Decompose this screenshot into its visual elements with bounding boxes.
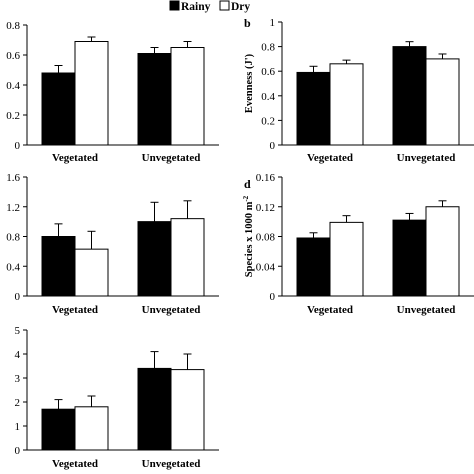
chart0-bar-dry-0 [74,41,109,146]
chart4-bar-rainy-0 [41,408,76,451]
chart2-bar-dry-1 [170,218,205,297]
chart1-category-label-0: Vegetated [307,152,353,164]
chart0-bar-rainy-0 [41,72,76,146]
panel-d: 0 0.04 0.08 0.12 0.16 Vegetated Unvegetated d Sp… [242,172,474,316]
chart3-ylabel: Species x 1000 m-2 [242,195,255,277]
chart3-ylabel-superscript: -2 [242,195,250,201]
chart4-ytick-label-3: 3 [15,373,21,385]
chart1-bar-rainy-1 [392,46,427,146]
chart3-panel-letter: d [244,177,251,191]
chart0-ytick-label-3: 0.6 [6,50,20,62]
chart2-ytick-label-1: 0.4 [6,261,20,273]
chart3-bar-rainy-0 [296,237,331,297]
chart4-bar-rainy-1 [137,367,172,451]
chart3-ytick-label-1: 0.04 [256,261,276,273]
panel-bottom-left: 0 1 2 3 4 5 Vegetated Unvegetated [15,325,219,470]
chart2-ytick-label-2: 0.8 [6,232,20,244]
chart4-ytick-label-1: 1 [15,421,21,433]
chart4-bar-dry-1 [170,369,205,451]
legend: Rainy Dry [169,0,250,13]
chart3-bar-dry-1 [425,206,460,297]
chart4-bar-dry-0 [74,406,109,451]
chart2-ytick-label-3: 1.2 [6,202,20,214]
chart0-ytick-label-1: 0.2 [6,110,20,122]
chart3-bar-rainy-1 [392,219,427,297]
chart4-ytick-label-2: 2 [15,397,21,409]
chart1-ylabel: Evenness (J') [244,53,255,113]
chart4-category-label-0: Vegetated [52,458,98,470]
chart1-ytick-label-2: 0.4 [261,91,275,103]
chart1-bar-rainy-0 [296,71,331,146]
legend-swatch-rainy [169,0,180,11]
chart0-ytick-label-2: 0.4 [6,80,20,92]
chart2-bar-dry-0 [74,248,109,297]
legend-swatch-dry [219,0,230,11]
chart2-ytick-label-4: 1.6 [6,172,20,184]
chart3-category-label-1: Unvegetated [397,304,456,316]
chart1-ytick-label-3: 0.6 [261,66,275,78]
chart3-ytick-label-0: 0 [270,291,276,303]
chart1-category-label-1: Unvegetated [397,152,456,164]
chart1-bar-dry-1 [425,58,460,146]
panel-b: 0 0.2 0.4 0.6 0.8 1 Vegetated Unvegetated b Evenn… [244,16,474,164]
chart0-ytick-label-4: 0.8 [6,20,20,32]
chart2-category-label-0: Vegetated [52,304,98,316]
chart3-ytick-label-4: 0.16 [256,172,276,184]
chart4-ytick-label-4: 4 [15,349,21,361]
chart2-bar-rainy-0 [41,236,76,297]
chart1-bar-dry-0 [329,63,364,146]
chart4-category-label-1: Unvegetated [142,458,201,470]
chart2-bar-rainy-1 [137,221,172,297]
chart1-ytick-label-1: 0.2 [261,115,275,127]
panel-top-left: 0 0.2 0.4 0.6 0.8 Vegetated Unvegetated [6,20,219,164]
legend-label-dry: Dry [231,1,250,13]
chart0-bar-dry-1 [170,47,205,146]
chart0-category-label-1: Unvegetated [142,152,201,164]
chart0-category-label-0: Vegetated [52,152,98,164]
legend-label-rainy: Rainy [181,1,211,13]
chart1-ytick-label-0: 0 [270,140,276,152]
chart1-ytick-label-5: 1 [270,17,276,29]
chart3-ytick-label-2: 0.08 [256,232,276,244]
chart3-bar-dry-0 [329,221,364,297]
chart0-bar-rainy-1 [137,53,172,146]
panel-middle-left: 0 0.4 0.8 1.2 1.6 Vegetated Unvegetated [6,172,219,316]
chart0-ytick-label-0: 0 [15,140,21,152]
chart3-ytick-label-3: 0.12 [256,202,275,214]
chart1-panel-letter: b [244,16,251,30]
chart4-ytick-label-0: 0 [15,445,21,457]
chart4-ytick-label-5: 5 [15,325,21,337]
chart2-category-label-1: Unvegetated [142,304,201,316]
chart2-ytick-label-0: 0 [15,291,21,303]
chart3-category-label-0: Vegetated [307,304,353,316]
chart1-ytick-label-4: 0.8 [261,42,275,54]
